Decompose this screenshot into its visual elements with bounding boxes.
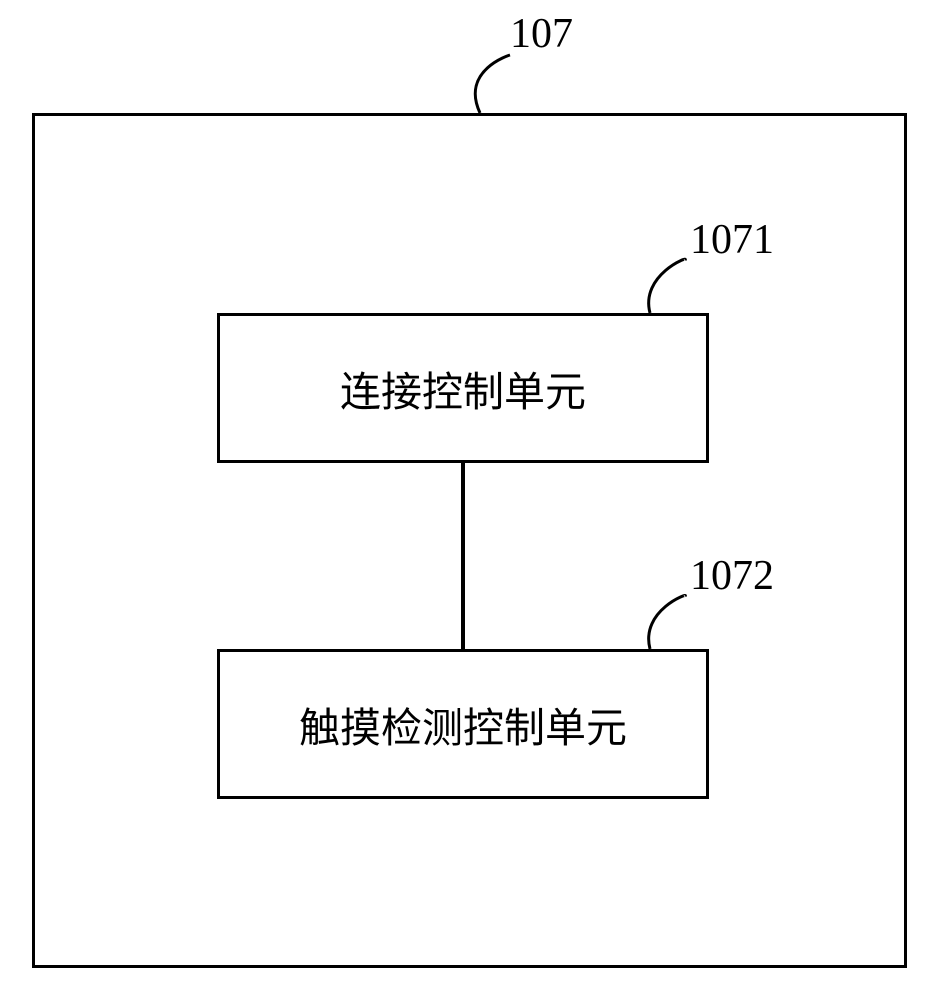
leader-1072 — [0, 0, 942, 1000]
box2-label: 1072 — [690, 552, 774, 600]
diagram-canvas: 107 连接控制单元 1071 触摸检测控制单元 1072 — [0, 0, 942, 1000]
